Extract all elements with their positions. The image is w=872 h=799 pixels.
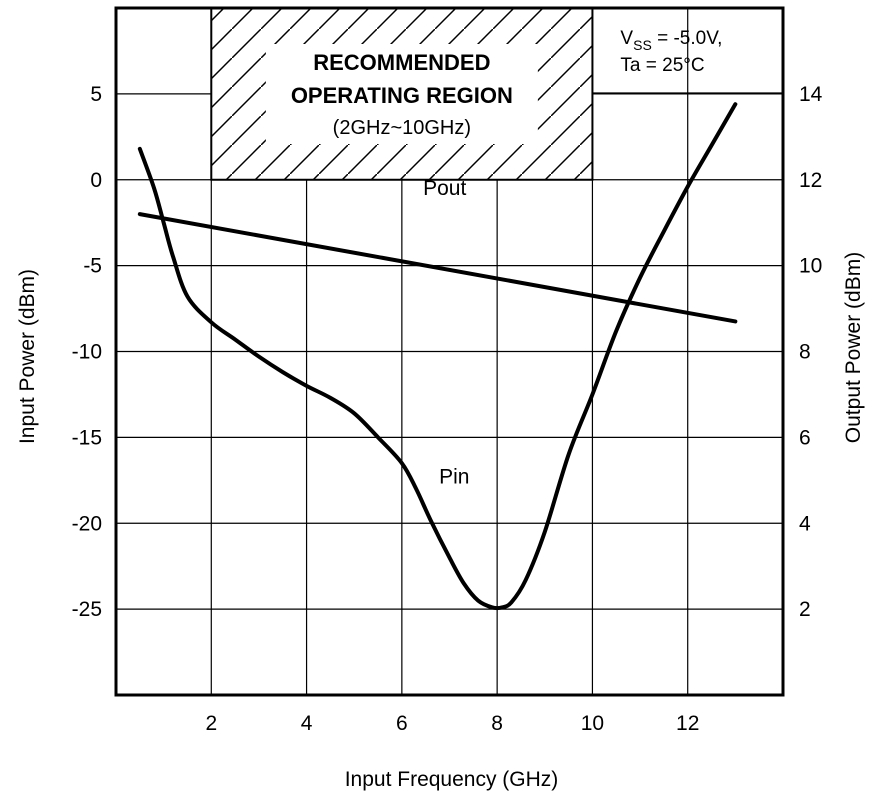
y-axis-right-title: Output Power (dBm) bbox=[842, 252, 865, 443]
region-label-background bbox=[265, 44, 538, 144]
y-left-tick-label: -25 bbox=[72, 598, 102, 621]
x-tick-label: 4 bbox=[301, 712, 313, 735]
y-left-tick-label: -10 bbox=[72, 341, 102, 364]
y-left-tick-label: -15 bbox=[72, 426, 102, 449]
condition-vss: VSS = -5.0V, bbox=[620, 28, 722, 53]
y-right-tick-label: 2 bbox=[799, 598, 811, 621]
x-tick-label: 8 bbox=[491, 712, 503, 735]
condition-vss-symbol: V bbox=[620, 28, 633, 49]
series-line-pout bbox=[137, 212, 738, 324]
region-range-label: (2GHz~10GHz) bbox=[333, 117, 471, 139]
region-title-line1: RECOMMENDED bbox=[313, 50, 490, 75]
condition-ta: Ta = 25°C bbox=[620, 55, 704, 76]
x-tick-label: 2 bbox=[205, 712, 217, 735]
series-label-pin: Pin bbox=[439, 466, 469, 489]
y-right-tick-label: 6 bbox=[799, 426, 811, 449]
plot-border bbox=[114, 6, 785, 697]
x-tick-label: 6 bbox=[396, 712, 408, 735]
y-left-tick-label: 5 bbox=[90, 83, 102, 106]
y-right-tick-label: 8 bbox=[799, 341, 811, 364]
y-right-tick-label: 12 bbox=[799, 169, 822, 192]
y-right-tick-label: 4 bbox=[799, 512, 811, 535]
region-title-line2: OPERATING REGION bbox=[291, 83, 513, 108]
x-axis-title: Input Frequency (GHz) bbox=[345, 768, 559, 791]
y-left-tick-label: -20 bbox=[72, 512, 102, 535]
plot-frame bbox=[114, 6, 785, 697]
y-right-tick-label: 10 bbox=[799, 255, 822, 278]
y-axis-left-title: Input Power (dBm) bbox=[16, 269, 39, 444]
y-left-tick-label: -5 bbox=[83, 255, 102, 278]
condition-vss-value: = -5.0V, bbox=[652, 28, 723, 49]
y-right-tick-label: 14 bbox=[799, 83, 823, 106]
x-tick-label: 10 bbox=[581, 712, 604, 735]
series-label-pout: Pout bbox=[423, 177, 466, 200]
grid-lines bbox=[116, 8, 783, 695]
condition-vss-subscript: SS bbox=[633, 37, 652, 53]
y-left-tick-label: 0 bbox=[90, 169, 102, 192]
series-layer: Pout Pin bbox=[137, 102, 738, 611]
tick-labels: 2 4 6 8 10 12 5 0 -5 -10 -15 -20 -25 14 12 10 8 6 4 2 bbox=[72, 83, 823, 735]
x-tick-label: 12 bbox=[676, 712, 699, 735]
series-line-pin bbox=[137, 102, 738, 611]
